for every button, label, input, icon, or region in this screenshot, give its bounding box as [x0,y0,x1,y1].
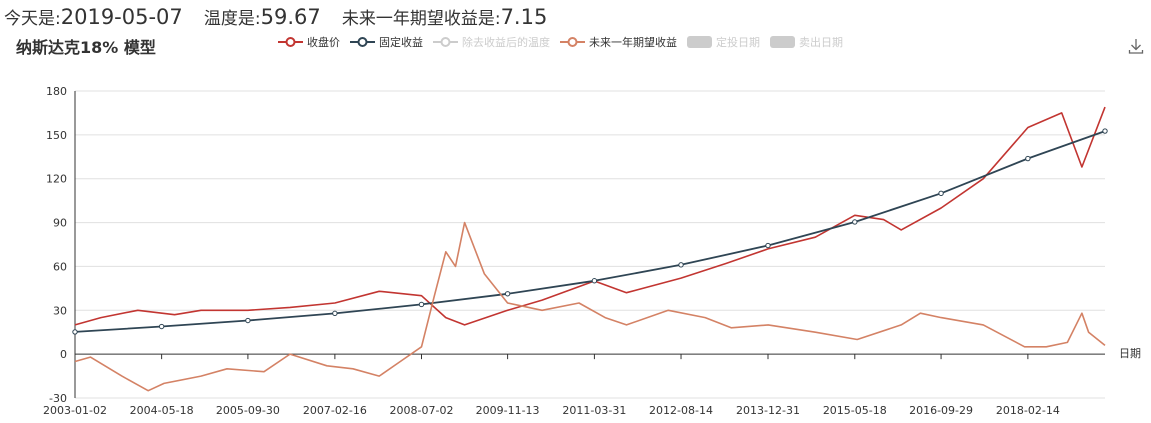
download-icon[interactable] [1128,38,1144,54]
legend-label: 定投日期 [716,36,760,49]
y-tick-label: 150 [46,129,67,142]
x-tick-label: 2007-02-16 [303,404,367,417]
x-tick-label: 2015-05-18 [823,404,887,417]
legend-label: 除去收益后的温度 [462,36,550,49]
today-value: 2019-05-07 [60,5,183,29]
series-point [504,291,511,297]
series-point [1102,128,1108,134]
x-tick-label: 2018-02-14 [996,404,1060,417]
today-label: 今天是: [4,9,61,29]
x-axis-label: 日期 [1119,347,1141,360]
x-tick-label: 2016-09-29 [909,404,973,417]
temperature-value: 59.67 [260,5,321,29]
x-tick-label: 2008-07-02 [390,404,454,417]
x-tick-label: 2013-12-31 [736,404,800,417]
legend-label: 未来一年期望收益 [589,36,677,49]
series-line [74,221,1106,392]
legend-line-icon [433,37,458,47]
series-line [74,106,1106,326]
legend-item[interactable]: 定投日期 [687,34,760,50]
legend-item[interactable]: 卖出日期 [770,34,843,50]
legend-label: 收盘价 [307,36,340,49]
series-line [74,130,1106,333]
y-tick-label: -30 [49,392,67,405]
series-point [1025,155,1031,162]
chart-legend: 收盘价 固定收益 除去收益后的温度 未来一年期望收益 定投日期 卖出日期 [278,34,853,50]
series-point [158,323,165,330]
chart-title: 纳斯达克18% 模型 [16,38,156,57]
y-tick-label: 180 [46,85,67,98]
y-tick-label: 120 [46,173,67,186]
legend-label: 固定收益 [379,36,423,49]
expected-return-label: 未来一年期望收益是: [341,9,501,29]
legend-item[interactable]: 未来一年期望收益 [560,34,677,50]
series-point [245,317,251,324]
series-point [678,262,684,268]
expected-return-value: 7.15 [500,5,548,29]
series-point [765,242,771,249]
series-point [591,278,598,284]
legend-item[interactable]: 收盘价 [278,34,340,50]
series-point [72,329,78,335]
legend-line-icon [560,37,585,47]
legend-line-icon [278,37,303,47]
temperature-label: 温度是: [203,9,261,29]
x-tick-label: 2003-01-02 [43,404,107,417]
x-tick-label: 2009-11-13 [476,404,540,417]
legend-label: 卖出日期 [799,36,843,49]
header-info: 今天是:2019-05-07 温度是:59.67 未来一年期望收益是:7.15 [4,4,563,30]
series-point [852,219,858,225]
x-tick-label: 2012-08-14 [649,404,713,417]
legend-box-icon [770,36,795,48]
y-tick-label: 90 [53,217,67,230]
legend-box-icon [687,36,712,48]
x-tick-label: 2011-03-31 [562,404,626,417]
legend-item[interactable]: 除去收益后的温度 [433,34,550,50]
y-tick-label: 0 [60,348,67,361]
x-tick-label: 2004-05-18 [130,404,194,417]
series-point [418,301,425,308]
y-tick-label: 60 [53,260,67,273]
x-tick-label: 2005-09-30 [216,404,280,417]
series-point [332,310,338,317]
legend-item[interactable]: 固定收益 [350,34,423,50]
y-tick-label: 30 [53,304,67,317]
series-point [938,190,944,197]
legend-line-icon [350,37,375,47]
